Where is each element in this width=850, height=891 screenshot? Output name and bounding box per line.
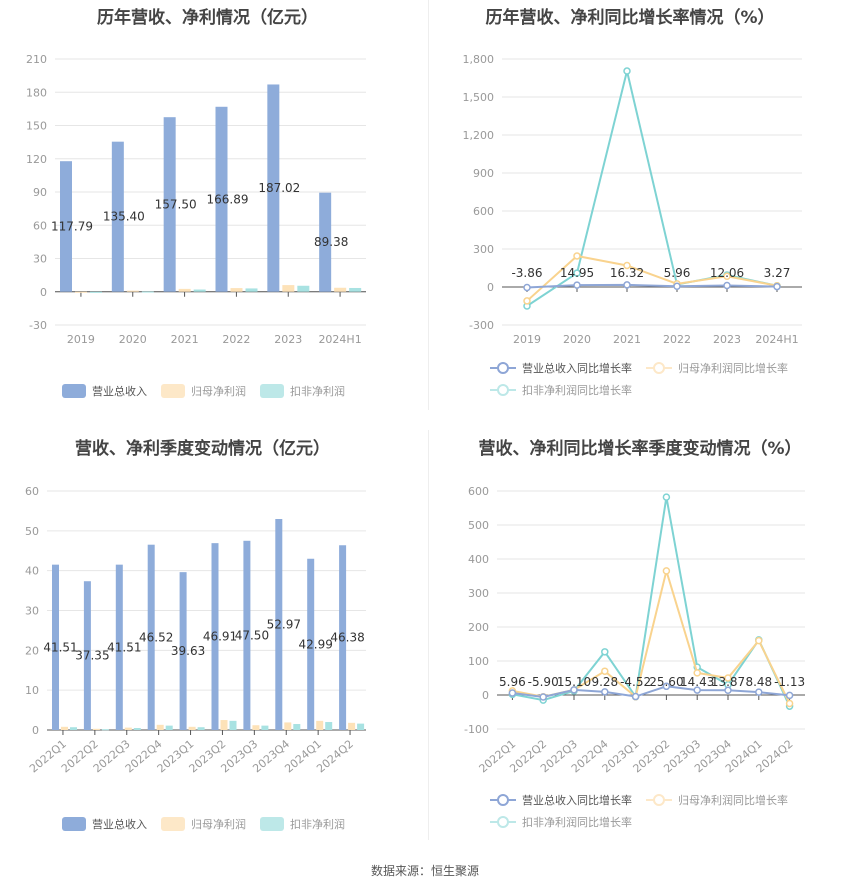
deducted-profit-swatch	[260, 384, 284, 398]
x-tick-label: 2024H1	[318, 333, 361, 346]
line-marker-icon	[490, 362, 516, 374]
net-profit-swatch	[161, 817, 185, 831]
bar	[111, 141, 124, 292]
revenue-swatch	[62, 384, 86, 398]
quarterly-growth-legend: 营业总收入同比增长率 归母净利润同比增长率 扣非净利润同比增长率	[490, 792, 830, 830]
y-tick-label: 0	[40, 286, 47, 299]
deducted-profit-swatch	[260, 817, 284, 831]
x-tick-label: 2019	[67, 333, 95, 346]
line-marker-icon	[490, 816, 516, 828]
vertical-divider	[428, 430, 429, 840]
value-label: 89.38	[314, 235, 348, 249]
vertical-divider	[428, 0, 429, 410]
y-tick-label: 180	[26, 86, 47, 99]
x-tick-label: 2022	[222, 333, 250, 346]
legend-net-profit[interactable]: 归母净利润	[161, 816, 246, 832]
bar	[230, 288, 243, 292]
bar	[349, 287, 362, 292]
bar	[215, 106, 228, 292]
legend-net-profit[interactable]: 归母净利润	[161, 383, 246, 399]
bar	[126, 290, 139, 292]
value-label: 117.79	[51, 219, 93, 233]
bar	[60, 161, 72, 292]
chart-title: 历年营收、净利情况（亿元）	[97, 8, 318, 28]
revenue-swatch	[62, 817, 86, 831]
line-marker-icon	[646, 794, 672, 806]
legend-deducted-profit[interactable]: 扣非净利润	[260, 816, 345, 832]
bar	[334, 287, 347, 292]
value-label: 157.50	[155, 197, 197, 211]
chart-title: 历年营收、净利同比增长率情况（%）	[485, 8, 775, 28]
bar	[141, 291, 154, 293]
bar	[245, 288, 258, 292]
bar	[297, 285, 310, 292]
net-profit-swatch	[161, 384, 185, 398]
line-marker-icon	[646, 362, 672, 374]
quarterly-amount-legend: 营业总收入 归母净利润 扣非净利润	[62, 816, 345, 832]
quarterly-amount-chart: 营收、净利季度变动情况（亿元）	[0, 420, 425, 840]
value-label: 187.02	[258, 181, 300, 195]
bar	[193, 289, 206, 292]
y-tick-label: 210	[26, 53, 47, 66]
annual-amount-plot: 210 180 150 120 90 60 30 0 -30 2019 117.79 2020 135…	[26, 53, 366, 346]
chart-legend: 营业总收入 归母净利润 扣非净利润	[62, 383, 345, 399]
legend-net-profit-growth[interactable]: 归母净利润同比增长率	[646, 792, 788, 808]
bar	[267, 84, 280, 292]
x-tick-label: 2023	[274, 333, 302, 346]
annual-growth-legend: 营业总收入同比增长率 归母净利润同比增长率 扣非净利润同比增长率	[490, 360, 830, 398]
x-tick-label: 2021	[171, 333, 199, 346]
y-tick-label: 150	[26, 120, 47, 133]
y-tick-label: -30	[29, 319, 47, 332]
annual-growth-chart: 历年营收、净利同比增长率情况（%）	[425, 0, 850, 410]
bar	[163, 117, 176, 292]
value-label: 135.40	[103, 210, 145, 224]
y-tick-label: 90	[33, 186, 47, 199]
bar	[319, 192, 332, 292]
bar	[282, 285, 295, 292]
bar	[75, 291, 87, 293]
y-tick-label: 30	[33, 253, 47, 266]
line-marker-icon	[490, 794, 516, 806]
chart-title: 营收、净利季度变动情况（亿元）	[75, 439, 330, 459]
annual-amount-chart: 历年营收、净利情况（亿元） 210 180 150 120 90 60 30 0 -30 201…	[0, 0, 425, 410]
legend-revenue-growth[interactable]: 营业总收入同比增长率	[490, 792, 632, 808]
legend-deducted-profit-growth[interactable]: 扣非净利润同比增长率	[490, 814, 632, 830]
y-tick-label: 120	[26, 153, 47, 166]
legend-revenue[interactable]: 营业总收入	[62, 816, 147, 832]
bar	[90, 291, 102, 293]
legend-deducted-profit-growth[interactable]: 扣非净利润同比增长率	[490, 382, 632, 398]
quarterly-growth-chart: 营收、净利同比增长率季度变动情况（%）	[425, 420, 850, 840]
y-tick-label: 60	[33, 219, 47, 232]
legend-deducted-profit[interactable]: 扣非净利润	[260, 383, 345, 399]
line-marker-icon	[490, 384, 516, 396]
bar	[178, 288, 191, 292]
legend-revenue[interactable]: 营业总收入	[62, 383, 147, 399]
legend-revenue-growth[interactable]: 营业总收入同比增长率	[490, 360, 632, 376]
x-tick-label: 2020	[119, 333, 147, 346]
chart-title: 营收、净利同比增长率季度变动情况（%）	[478, 439, 802, 459]
data-source: 数据来源：恒生聚源	[370, 864, 479, 878]
legend-net-profit-growth[interactable]: 归母净利润同比增长率	[646, 360, 788, 376]
value-label: 166.89	[207, 192, 249, 206]
